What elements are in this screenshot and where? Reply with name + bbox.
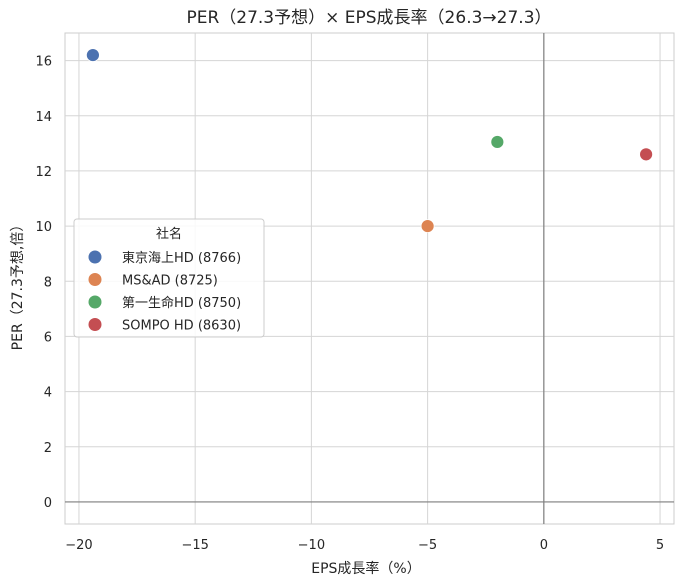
x-axis-ticks: −20 −15 −10 −5 0 5 bbox=[65, 538, 664, 553]
y-tick-label: 6 bbox=[44, 330, 52, 345]
legend-title: 社名 bbox=[156, 226, 182, 242]
scatter-point bbox=[639, 147, 654, 162]
legend-label: 東京海上HD (8766) bbox=[122, 250, 241, 266]
legend-label: MS&AD (8725) bbox=[122, 274, 218, 289]
x-tick-label: 5 bbox=[656, 538, 664, 553]
scatter-point bbox=[420, 219, 435, 233]
reference-lines bbox=[65, 33, 674, 524]
legend-box bbox=[73, 218, 265, 338]
legend-label: 第一生命HD (8750) bbox=[122, 295, 241, 311]
y-tick-label: 8 bbox=[44, 275, 52, 290]
legend: 社名 東京海上HD (8766) MS&AD (8725) 第一生命HD (8750… bbox=[73, 218, 265, 338]
y-tick-label: 0 bbox=[44, 496, 52, 511]
data-points bbox=[85, 48, 654, 233]
y-tick-label: 4 bbox=[44, 386, 52, 401]
y-axis-ticks: 0 2 4 6 8 10 12 14 16 bbox=[35, 55, 52, 511]
y-tick-label: 2 bbox=[44, 441, 52, 456]
x-tick-label: −10 bbox=[298, 538, 325, 553]
x-axis-label: EPS成長率（%） bbox=[311, 560, 420, 577]
legend-marker bbox=[88, 273, 102, 286]
x-tick-label: −15 bbox=[181, 538, 208, 553]
y-tick-label: 14 bbox=[35, 110, 52, 125]
legend-label: SOMPO HD (8630) bbox=[122, 319, 241, 334]
legend-marker bbox=[88, 295, 102, 309]
y-tick-label: 10 bbox=[35, 220, 52, 235]
y-axis-label: PER（27.3予想,倍） bbox=[10, 218, 26, 351]
scatter-point bbox=[490, 135, 505, 149]
y-tick-label: 16 bbox=[35, 55, 52, 70]
x-tick-label: −5 bbox=[418, 538, 437, 553]
legend-marker bbox=[88, 318, 102, 331]
legend-marker bbox=[88, 250, 102, 264]
chart-title: PER（27.3予想）× EPS成長率（26.3→27.3） bbox=[186, 8, 551, 28]
x-tick-label: −20 bbox=[65, 538, 92, 553]
y-tick-label: 12 bbox=[35, 165, 52, 180]
x-tick-label: 0 bbox=[540, 538, 548, 553]
scatter-point bbox=[85, 48, 100, 62]
